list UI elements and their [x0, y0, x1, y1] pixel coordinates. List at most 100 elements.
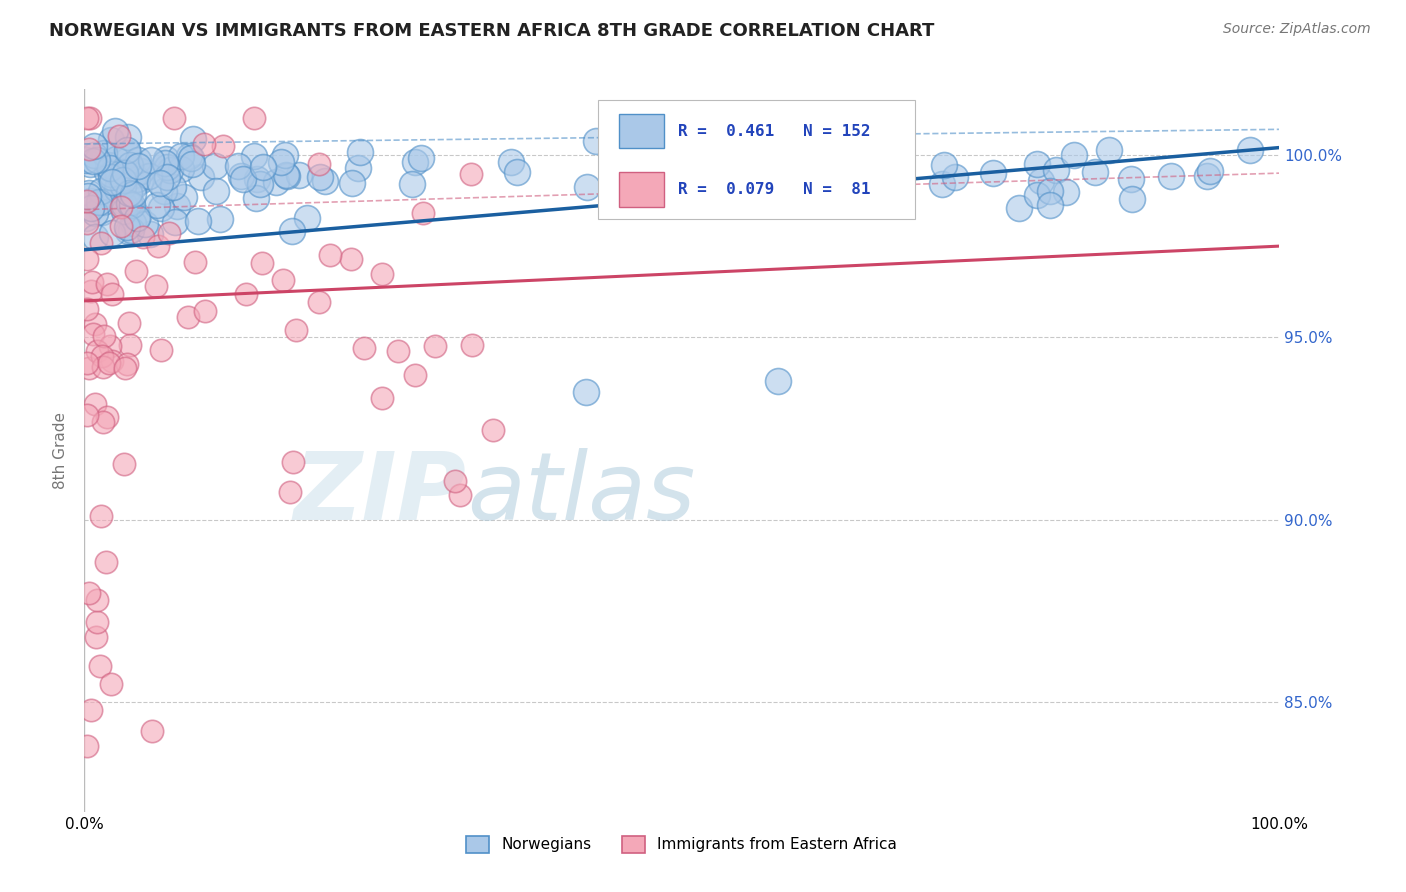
- Point: [157, 226, 180, 240]
- Text: NORWEGIAN VS IMMIGRANTS FROM EASTERN AFRICA 8TH GRADE CORRELATION CHART: NORWEGIAN VS IMMIGRANTS FROM EASTERN AFR…: [49, 22, 935, 40]
- Point: [86, 153, 108, 167]
- Point: [766, 374, 789, 388]
- Point: [82, 275, 104, 289]
- Point: [76, 408, 98, 422]
- Point: [82, 327, 104, 342]
- Point: [145, 198, 167, 212]
- Point: [93, 145, 115, 160]
- Point: [1063, 148, 1085, 162]
- Point: [83, 397, 105, 411]
- Text: R =  0.461   N = 152: R = 0.461 N = 152: [678, 124, 870, 138]
- Point: [110, 200, 132, 214]
- Point: [79, 157, 101, 171]
- Point: [170, 162, 193, 177]
- Point: [141, 724, 163, 739]
- Point: [444, 474, 467, 488]
- Point: [193, 304, 215, 318]
- Point: [155, 153, 177, 167]
- Point: [943, 170, 966, 185]
- Point: [96, 158, 118, 172]
- Point: [1239, 143, 1261, 157]
- Text: ZIP: ZIP: [294, 448, 467, 540]
- Point: [122, 186, 145, 201]
- Point: [86, 344, 108, 359]
- Point: [266, 175, 288, 189]
- Point: [107, 177, 129, 191]
- Point: [80, 702, 103, 716]
- Point: [84, 317, 107, 331]
- Point: [1121, 192, 1143, 206]
- Point: [790, 170, 813, 185]
- Point: [720, 169, 742, 183]
- Point: [340, 176, 363, 190]
- Point: [91, 349, 114, 363]
- Point: [98, 161, 121, 175]
- Point: [149, 176, 172, 190]
- Point: [170, 149, 193, 163]
- Point: [127, 159, 149, 173]
- Point: [131, 164, 153, 178]
- Point: [86, 593, 108, 607]
- Point: [91, 415, 114, 429]
- Point: [276, 168, 298, 182]
- Point: [103, 124, 125, 138]
- Point: [79, 142, 101, 156]
- Point: [409, 151, 432, 165]
- Point: [347, 161, 370, 175]
- Point: [575, 385, 598, 400]
- Point: [387, 343, 409, 358]
- Text: R =  0.079   N =  81: R = 0.079 N = 81: [678, 182, 870, 197]
- Point: [114, 360, 136, 375]
- Text: atlas: atlas: [467, 449, 695, 540]
- Point: [76, 739, 98, 753]
- Point: [860, 165, 883, 179]
- Point: [1039, 198, 1062, 212]
- Point: [1119, 172, 1142, 186]
- Point: [83, 205, 105, 219]
- Point: [308, 294, 330, 309]
- Point: [288, 168, 311, 182]
- Point: [1025, 187, 1047, 202]
- Point: [98, 357, 121, 371]
- Point: [1054, 185, 1077, 199]
- Point: [107, 167, 129, 181]
- Point: [117, 186, 139, 201]
- Point: [96, 277, 118, 291]
- Point: [349, 145, 371, 159]
- Point: [76, 194, 98, 208]
- Point: [75, 211, 97, 226]
- Point: [101, 175, 124, 189]
- Point: [117, 129, 139, 144]
- Point: [600, 169, 623, 184]
- Point: [627, 167, 650, 181]
- Point: [90, 204, 112, 219]
- Point: [83, 148, 105, 162]
- Point: [156, 169, 179, 184]
- Point: [124, 264, 146, 278]
- FancyBboxPatch shape: [599, 100, 915, 219]
- Point: [118, 198, 141, 212]
- Point: [127, 172, 149, 186]
- Point: [412, 205, 434, 219]
- Point: [76, 252, 98, 267]
- Point: [159, 162, 181, 177]
- Point: [353, 341, 375, 355]
- Point: [118, 316, 141, 330]
- Point: [76, 356, 98, 370]
- Point: [121, 216, 143, 230]
- Point: [1097, 143, 1119, 157]
- Point: [101, 226, 124, 240]
- Point: [180, 151, 202, 165]
- Point: [1025, 157, 1047, 171]
- Point: [122, 168, 145, 182]
- Point: [212, 139, 235, 153]
- Point: [318, 248, 340, 262]
- Point: [79, 194, 101, 208]
- Point: [761, 161, 783, 175]
- Point: [89, 658, 111, 673]
- Point: [110, 219, 132, 234]
- Point: [76, 216, 98, 230]
- Point: [114, 166, 136, 180]
- Point: [501, 155, 523, 169]
- Point: [204, 159, 226, 173]
